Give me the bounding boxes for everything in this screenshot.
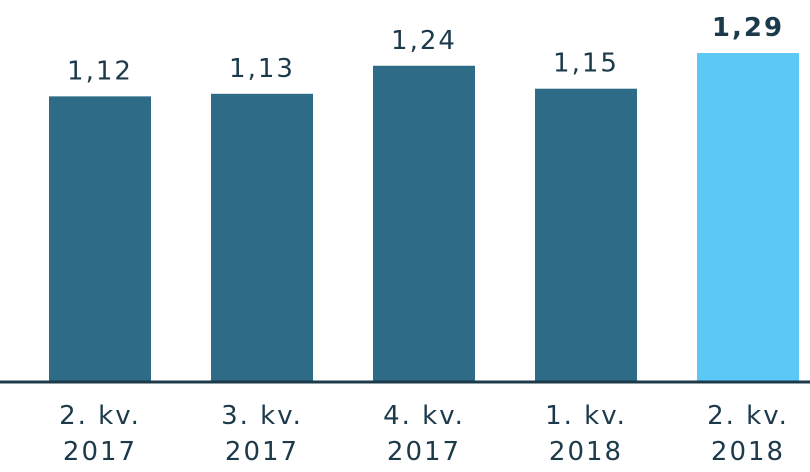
x-tick-label: 1. kv. 2018 xyxy=(545,401,627,467)
x-tick-label: 2. kv. 2017 xyxy=(59,401,141,467)
x-tick-label: 2. kv. 2018 xyxy=(707,401,789,467)
value-label: 1,13 xyxy=(229,54,295,84)
bar xyxy=(697,53,799,382)
value-label: 1,15 xyxy=(553,49,619,79)
bar xyxy=(211,93,313,382)
bar xyxy=(49,96,151,382)
bar xyxy=(535,88,637,382)
x-tick-label: 4. kv. 2017 xyxy=(383,401,465,467)
value-label: 1,12 xyxy=(67,56,133,86)
bar xyxy=(373,65,475,382)
value-label: 1,24 xyxy=(391,26,457,56)
value-label: 1,29 xyxy=(712,13,784,43)
x-tick-label: 3. kv. 2017 xyxy=(221,401,303,467)
